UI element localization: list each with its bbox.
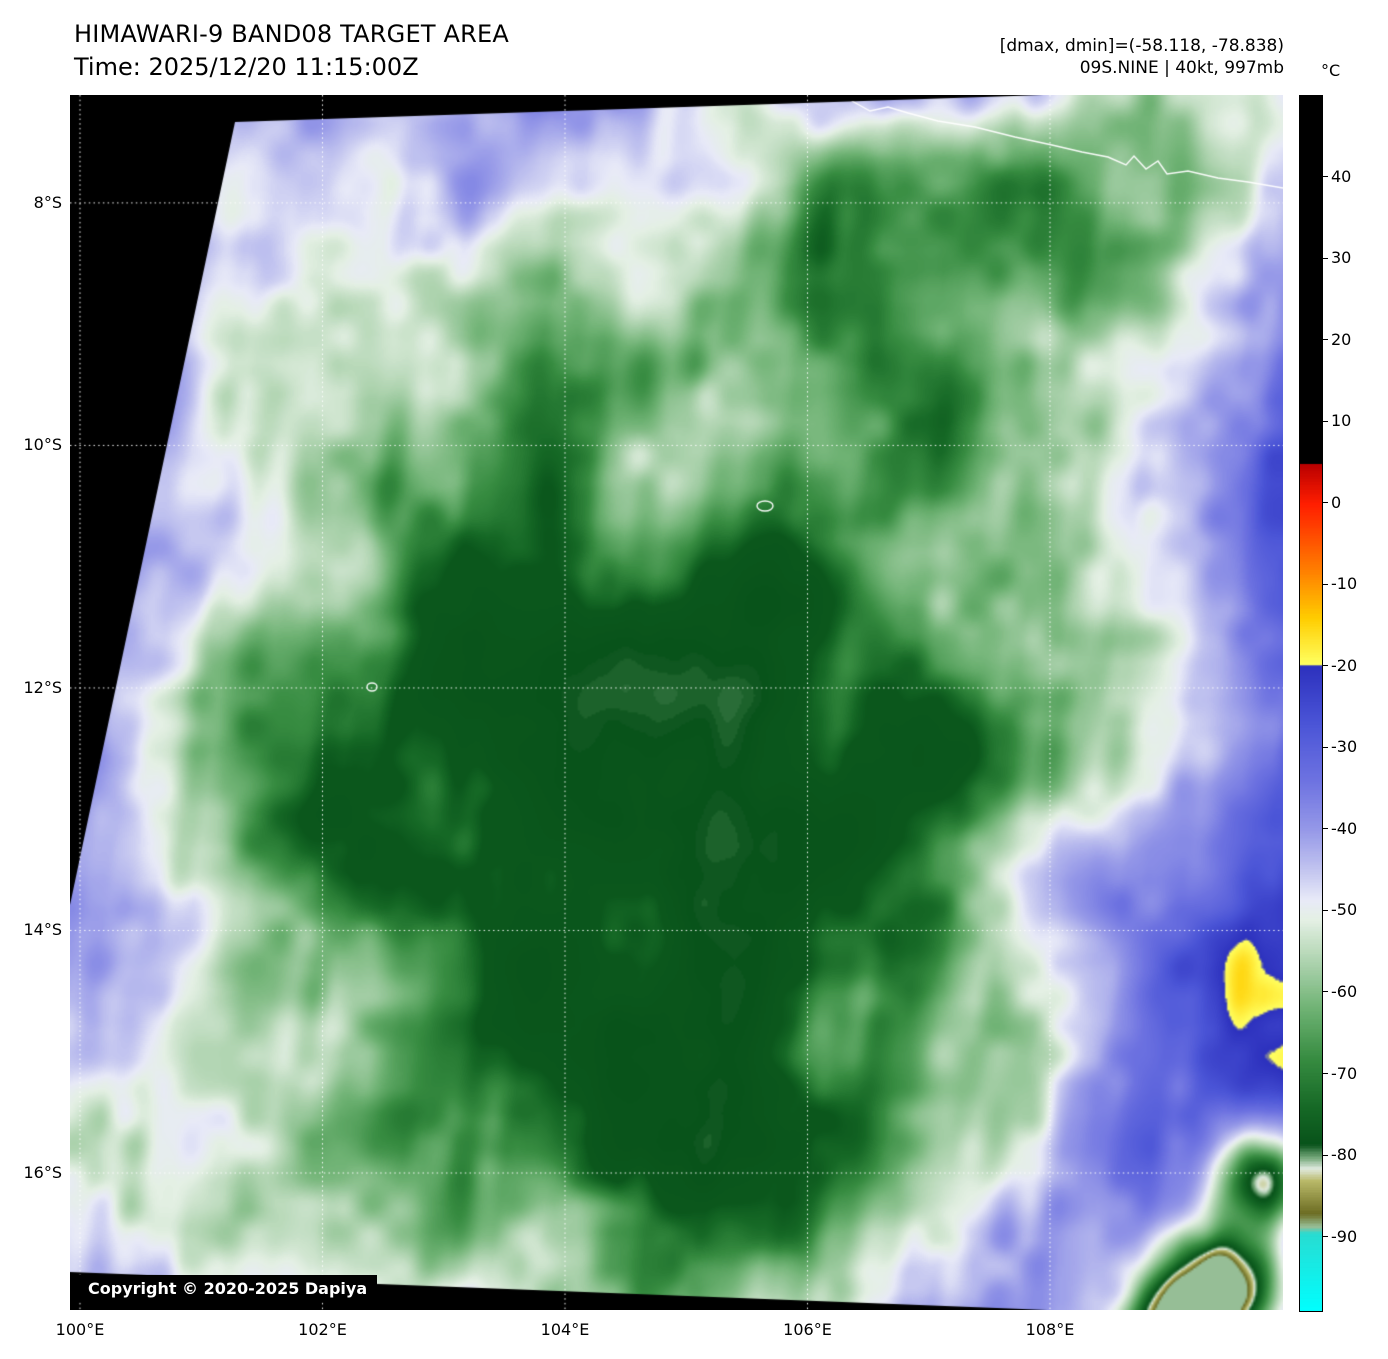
satellite-image-canvas bbox=[70, 95, 1283, 1310]
colorbar-tick-label: -20 bbox=[1331, 655, 1358, 675]
product-title: HIMAWARI-9 BAND08 TARGET AREA bbox=[74, 20, 509, 48]
colorbar-tick-mark bbox=[1323, 828, 1328, 830]
colorbar-tick-label: -10 bbox=[1331, 574, 1358, 594]
colorbar-tick-mark bbox=[1323, 583, 1328, 585]
lon-tick-label: 102°E bbox=[298, 1320, 347, 1339]
colorbar-tick-label: -60 bbox=[1331, 981, 1358, 1001]
lat-tick-label: 14°S bbox=[23, 920, 62, 940]
colorbar-tick-label: -70 bbox=[1331, 1063, 1358, 1083]
colorbar-tick-mark bbox=[1323, 1154, 1328, 1156]
colorbar-tick-label: 30 bbox=[1331, 248, 1352, 268]
lon-tick-label: 100°E bbox=[55, 1320, 105, 1339]
colorbar-tick-label: 40 bbox=[1331, 166, 1352, 186]
map-plot-area: Copyright © 2020-2025 Dapiya bbox=[70, 95, 1283, 1310]
colorbar-tick-mark bbox=[1323, 746, 1328, 748]
colorbar-tick-label: 20 bbox=[1331, 329, 1352, 349]
colorbar-tick-mark bbox=[1323, 176, 1328, 178]
product-time-label: Time: 2025/12/20 11:15:00Z bbox=[74, 53, 419, 81]
colorbar-tick-mark bbox=[1323, 665, 1328, 667]
colorbar-canvas bbox=[1299, 95, 1323, 1312]
colorbar-tick-mark bbox=[1323, 257, 1328, 259]
header-annotations: [dmax, dmin]=(-58.118, -78.838) 09S.NINE… bbox=[1000, 35, 1284, 79]
lat-tick-label: 10°S bbox=[23, 435, 62, 455]
colorbar-tick-label: 0 bbox=[1331, 492, 1342, 512]
lat-tick-label: 16°S bbox=[23, 1163, 62, 1182]
colorbar-tick-mark bbox=[1323, 1073, 1328, 1075]
colorbar-unit-label: °C bbox=[1321, 61, 1341, 80]
lat-tick-label: 12°S bbox=[23, 677, 62, 697]
colorbar-tick-mark bbox=[1323, 1236, 1328, 1238]
lat-tick-label: 8°S bbox=[33, 192, 62, 212]
colorbar-tick-mark bbox=[1323, 420, 1328, 422]
colorbar-tick-label: -90 bbox=[1331, 1226, 1358, 1246]
colorbar-tick-label: -40 bbox=[1331, 818, 1358, 838]
lon-tick-label: 106°E bbox=[783, 1320, 832, 1339]
colorbar-tick-mark bbox=[1323, 991, 1328, 993]
copyright-label: Copyright © 2020-2025 Dapiya bbox=[78, 1275, 378, 1302]
colorbar-tick-mark bbox=[1323, 502, 1328, 504]
storm-info-label: 09S.NINE | 40kt, 997mb bbox=[1079, 58, 1284, 78]
colorbar-tick-label: -30 bbox=[1331, 737, 1358, 757]
colorbar-tick-mark bbox=[1323, 339, 1328, 341]
lon-tick-label: 108°E bbox=[1025, 1320, 1075, 1339]
dmax-dmin-label: [dmax, dmin]=(-58.118, -78.838) bbox=[999, 36, 1284, 56]
colorbar-tick-label: -50 bbox=[1331, 900, 1358, 920]
colorbar-tick-label: 10 bbox=[1331, 411, 1352, 431]
colorbar-tick-mark bbox=[1323, 909, 1328, 911]
colorbar-tick-label: -80 bbox=[1331, 1145, 1358, 1165]
lon-tick-label: 104°E bbox=[540, 1320, 590, 1339]
